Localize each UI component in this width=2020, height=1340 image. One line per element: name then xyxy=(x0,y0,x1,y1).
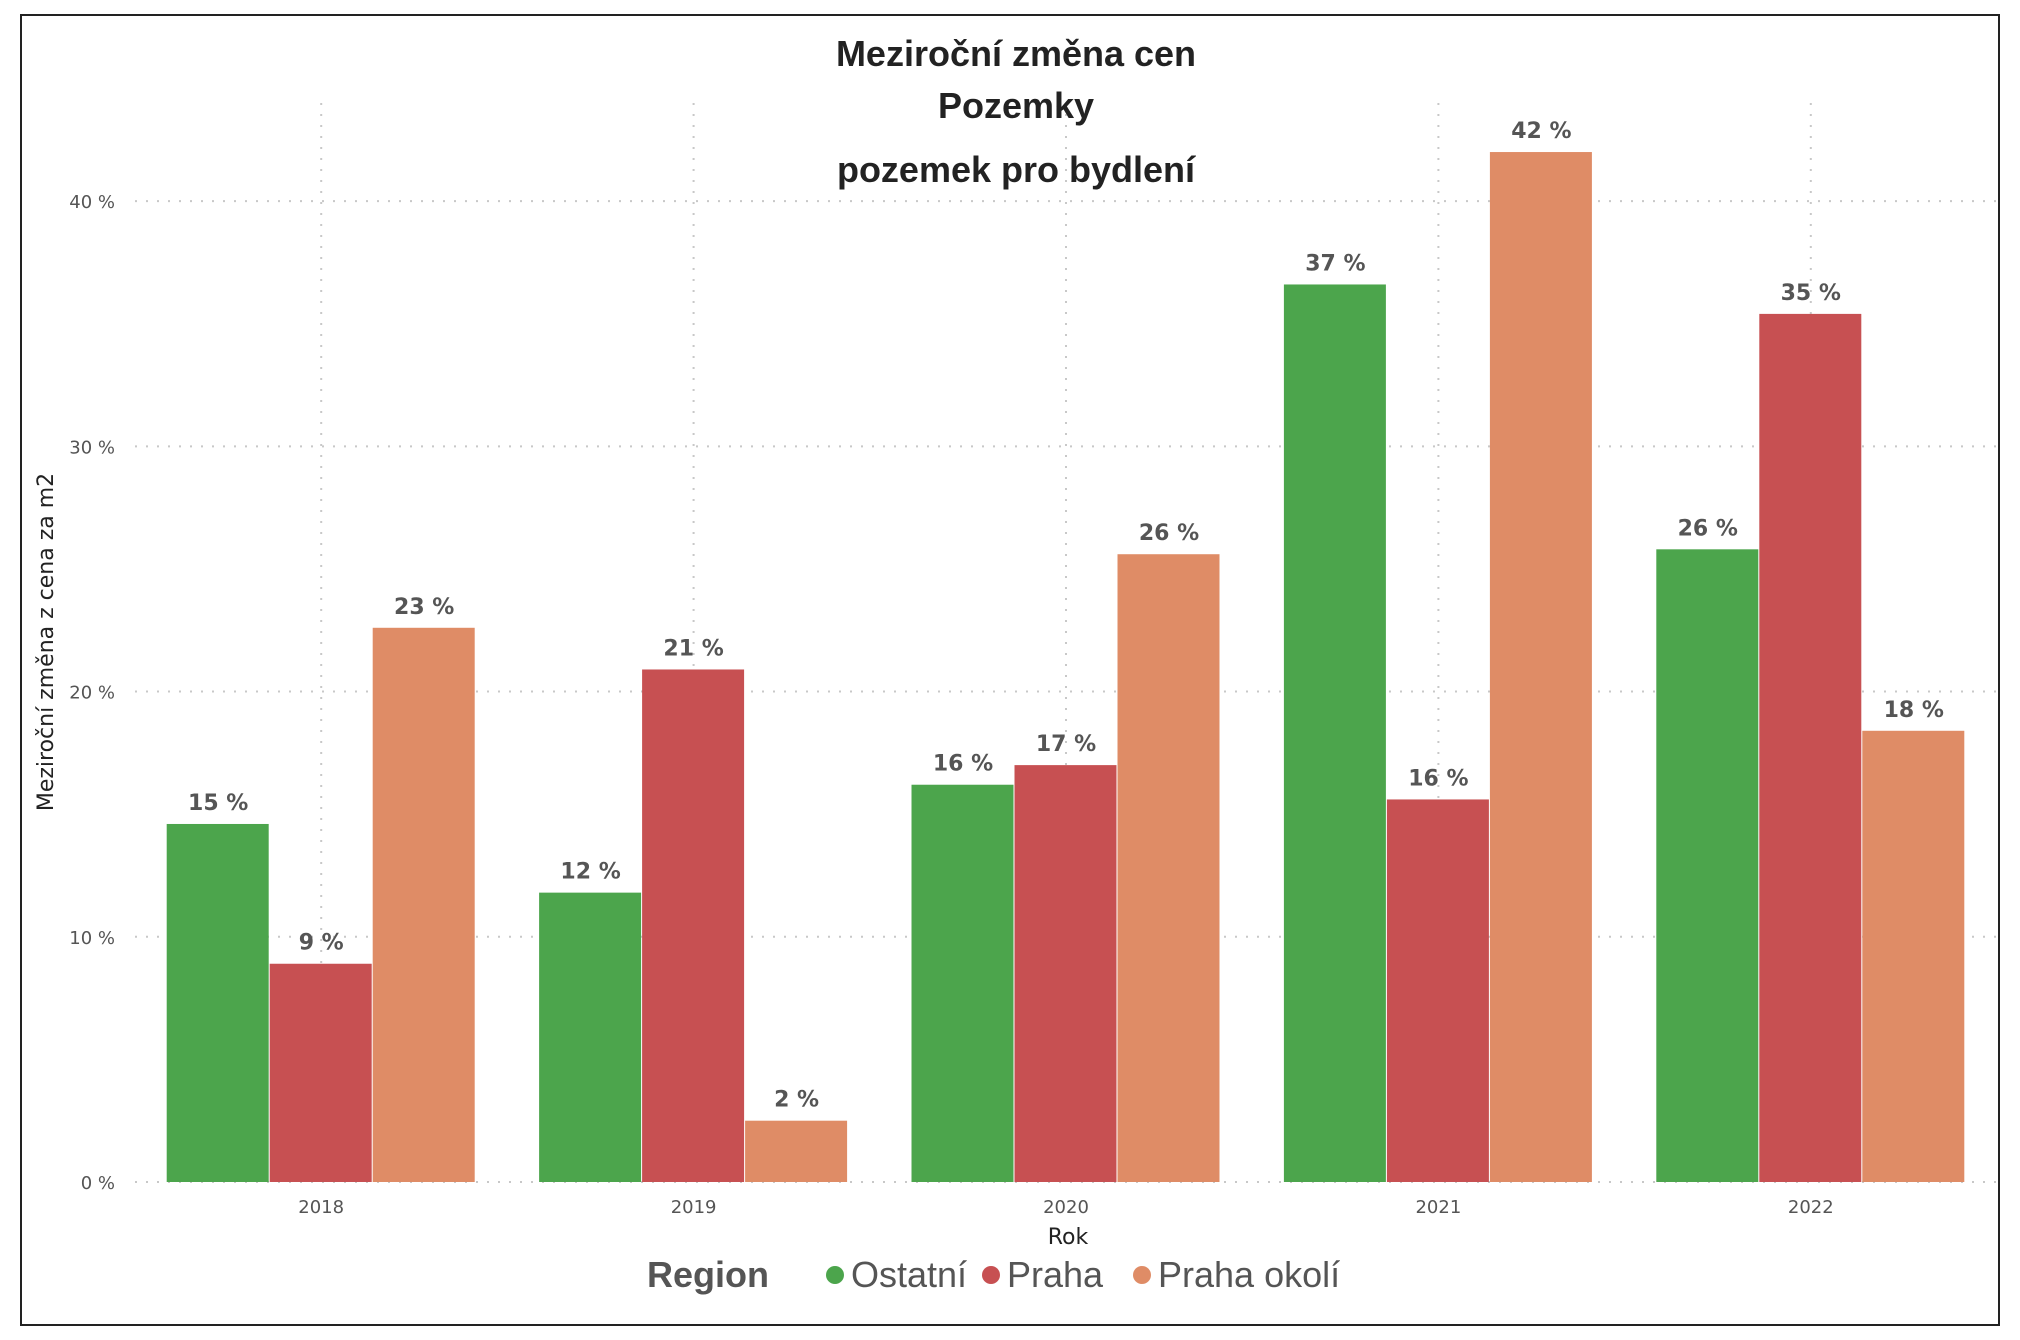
data-label: 26 % xyxy=(1139,521,1199,546)
bar-praha-2018[interactable] xyxy=(269,963,372,1182)
bar-ostatní-2022[interactable] xyxy=(1656,549,1759,1182)
x-tick-label: 2022 xyxy=(1788,1197,1834,1218)
bar-praha-okolí-2021[interactable] xyxy=(1489,152,1592,1183)
bars xyxy=(166,152,1965,1183)
legend-item-label[interactable]: Praha xyxy=(1007,1254,1104,1295)
x-tick-label: 2021 xyxy=(1415,1197,1461,1218)
chart-title-line-1: Meziroční změna cen xyxy=(836,33,1196,74)
axes: 0 % 10 % 20 % 30 % 40 % 2018 2019 2020 2021 2022 R… xyxy=(34,192,1834,1250)
chart-frame: 15 % 9 % 23 % 12 % 21 % 2 % 16 % 17 % 26 % 37 % 16… xyxy=(20,14,2000,1326)
bar-praha-2020[interactable] xyxy=(1014,765,1117,1182)
data-label: 23 % xyxy=(394,595,454,620)
chart-title-line-2: Pozemky xyxy=(938,85,1094,126)
bar-ostatní-2020[interactable] xyxy=(911,784,1014,1182)
bar-ostatní-2021[interactable] xyxy=(1283,284,1386,1183)
bar-praha-okolí-2020[interactable] xyxy=(1117,554,1220,1182)
data-label: 15 % xyxy=(188,791,248,816)
bar-ostatní-2019[interactable] xyxy=(539,892,642,1182)
bar-praha-okolí-2022[interactable] xyxy=(1862,730,1965,1182)
data-label: 2 % xyxy=(774,1088,819,1113)
data-label: 42 % xyxy=(1511,119,1571,144)
bar-praha-okolí-2019[interactable] xyxy=(745,1120,848,1182)
data-label: 12 % xyxy=(560,860,620,885)
chart-title: Meziroční změna cen Pozemky pozemek pro by… xyxy=(836,33,1196,190)
data-label: 9 % xyxy=(299,931,344,956)
bar-praha-okolí-2018[interactable] xyxy=(372,627,475,1182)
y-axis-title: Meziroční změna z cena za m2 xyxy=(34,473,59,811)
bar-praha-2019[interactable] xyxy=(642,669,745,1182)
bar-praha-2021[interactable] xyxy=(1386,799,1489,1182)
x-tick-label: 2019 xyxy=(671,1197,717,1218)
legend-swatch xyxy=(1133,1266,1151,1284)
bar-ostatní-2018[interactable] xyxy=(166,823,269,1182)
legend-item-label[interactable]: Ostatní xyxy=(851,1254,967,1295)
y-tick-label: 20 % xyxy=(69,683,115,704)
bar-praha-2022[interactable] xyxy=(1759,313,1862,1182)
y-tick-label: 0 % xyxy=(81,1173,115,1194)
x-tick-label: 2020 xyxy=(1043,1197,1089,1218)
data-labels: 15 % 9 % 23 % 12 % 21 % 2 % 16 % 17 % 26 % 37 % 16… xyxy=(188,119,1944,1113)
legend-title: Region xyxy=(647,1254,769,1295)
data-label: 37 % xyxy=(1305,251,1365,276)
data-label: 26 % xyxy=(1678,516,1738,541)
bar-chart: 15 % 9 % 23 % 12 % 21 % 2 % 16 % 17 % 26 % 37 % 16… xyxy=(34,33,1997,1295)
legend: Region Ostatní Praha Praha okolí xyxy=(647,1254,1340,1295)
x-axis-title: Rok xyxy=(1048,1225,1089,1250)
data-label: 16 % xyxy=(1408,766,1468,791)
data-label: 18 % xyxy=(1884,698,1944,723)
y-tick-label: 30 % xyxy=(69,437,115,458)
data-label: 35 % xyxy=(1781,281,1841,306)
data-label: 16 % xyxy=(933,752,993,777)
legend-swatch xyxy=(982,1266,1000,1284)
y-tick-label: 10 % xyxy=(69,928,115,949)
chart-title-line-3: pozemek pro bydlení xyxy=(837,149,1196,190)
data-label: 21 % xyxy=(663,636,723,661)
x-tick-label: 2018 xyxy=(298,1197,344,1218)
legend-swatch xyxy=(826,1266,844,1284)
y-tick-label: 40 % xyxy=(69,192,115,213)
legend-item-label[interactable]: Praha okolí xyxy=(1158,1254,1340,1295)
data-label: 17 % xyxy=(1036,732,1096,757)
